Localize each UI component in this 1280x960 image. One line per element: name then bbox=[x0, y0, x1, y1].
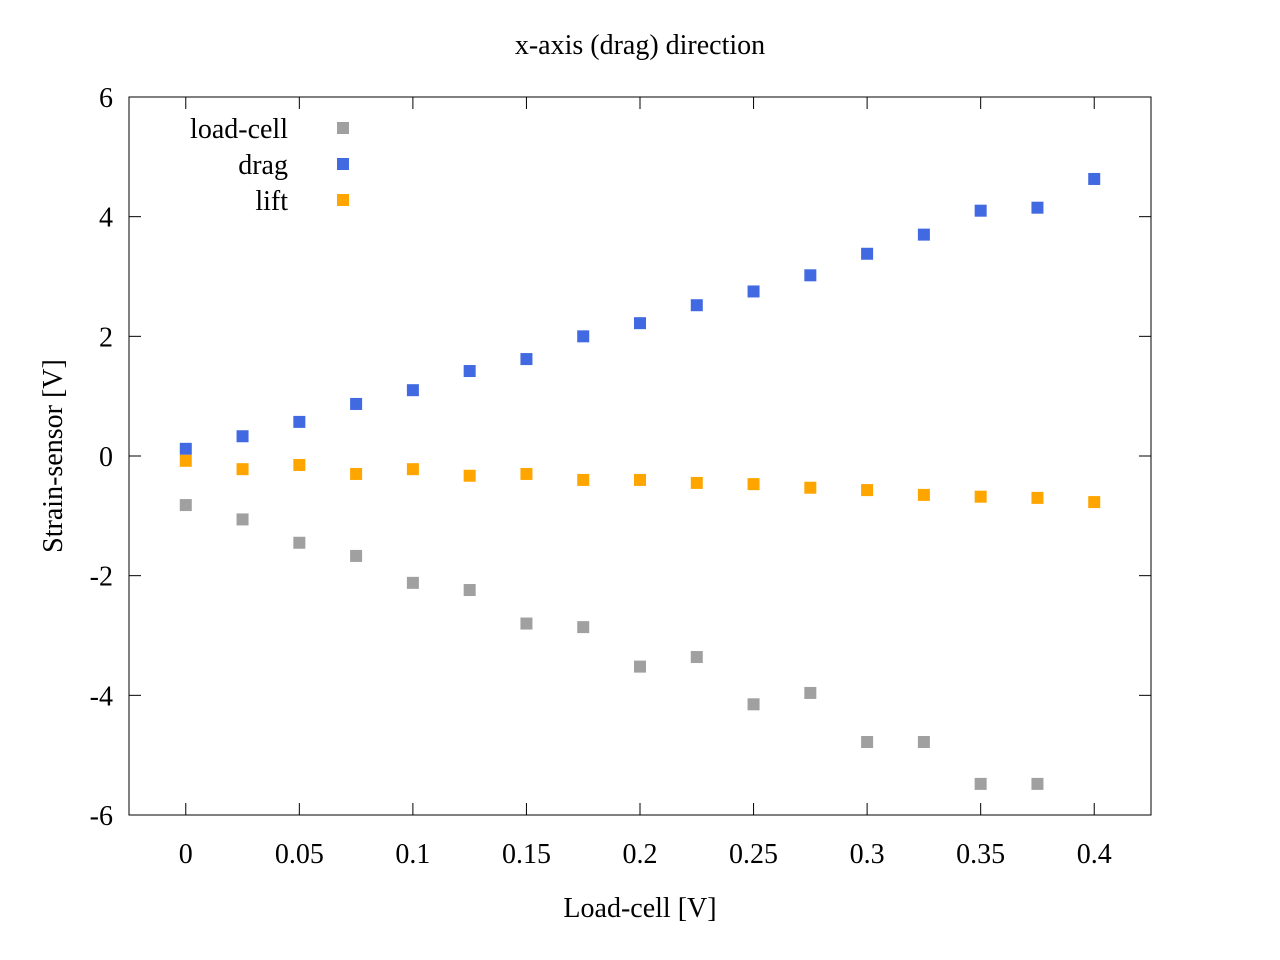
point-drag bbox=[179, 442, 192, 455]
point-drag bbox=[974, 204, 987, 217]
x-tick-label: 0.05 bbox=[275, 839, 324, 870]
point-drag bbox=[350, 397, 363, 410]
point-load-cell bbox=[293, 536, 306, 549]
point-load-cell bbox=[463, 584, 476, 597]
point-lift bbox=[350, 467, 363, 480]
point-lift bbox=[520, 467, 533, 480]
point-load-cell bbox=[1031, 777, 1044, 790]
point-drag bbox=[917, 228, 930, 241]
legend: load-cell drag lift bbox=[190, 114, 349, 217]
y-tick-label: -4 bbox=[90, 681, 113, 712]
point-drag bbox=[1031, 201, 1044, 214]
series-load-cell-points bbox=[179, 499, 1044, 790]
point-load-cell bbox=[520, 617, 533, 630]
x-tick-label: 0.3 bbox=[850, 839, 885, 870]
point-lift bbox=[974, 490, 987, 503]
point-drag bbox=[1088, 172, 1101, 185]
x-tick-label: 0.2 bbox=[623, 839, 658, 870]
point-load-cell bbox=[634, 660, 646, 673]
point-load-cell bbox=[236, 513, 249, 526]
point-load-cell bbox=[747, 698, 760, 711]
point-drag bbox=[861, 247, 874, 260]
point-load-cell bbox=[804, 686, 817, 699]
legend-label-load-cell: load-cell bbox=[190, 114, 288, 145]
y-tick-label: 2 bbox=[99, 322, 113, 353]
series-drag-points bbox=[179, 172, 1101, 455]
point-drag bbox=[236, 430, 249, 443]
point-lift bbox=[179, 454, 192, 467]
point-load-cell bbox=[690, 651, 703, 664]
point-load-cell bbox=[179, 499, 192, 512]
point-load-cell bbox=[406, 576, 419, 589]
point-load-cell bbox=[861, 736, 874, 749]
point-lift bbox=[917, 488, 930, 501]
legend-label-lift: lift bbox=[255, 186, 288, 217]
y-tick-label: -6 bbox=[90, 801, 113, 832]
point-lift bbox=[1031, 491, 1044, 504]
x-tick-label: 0.35 bbox=[956, 839, 1005, 870]
point-load-cell bbox=[974, 777, 987, 790]
point-lift bbox=[1088, 496, 1101, 509]
point-drag bbox=[520, 353, 533, 366]
point-lift bbox=[747, 478, 760, 491]
y-tick-label: 6 bbox=[99, 83, 113, 114]
x-axis-label: Load-cell [V] bbox=[563, 893, 716, 924]
x-tick-label: 0 bbox=[179, 839, 193, 870]
x-axis: 0 0.05 0.1 0.15 0.2 0.25 0.3 0.35 0.4 bbox=[179, 97, 1112, 870]
x-tick-label: 0.4 bbox=[1077, 839, 1112, 870]
x-tick-label: 0.15 bbox=[502, 839, 551, 870]
legend-marker-lift bbox=[337, 194, 349, 206]
point-lift bbox=[236, 463, 249, 476]
point-lift bbox=[804, 481, 817, 494]
y-axis: -6 -4 -2 0 2 4 6 bbox=[90, 83, 1151, 832]
point-drag bbox=[747, 285, 760, 298]
point-lift bbox=[861, 484, 874, 497]
point-lift bbox=[406, 463, 419, 476]
point-lift bbox=[634, 473, 646, 486]
point-drag bbox=[804, 269, 817, 282]
point-load-cell bbox=[350, 549, 363, 562]
legend-label-drag: drag bbox=[238, 150, 288, 181]
legend-marker-load-cell bbox=[337, 122, 349, 134]
point-load-cell bbox=[917, 736, 930, 749]
point-lift bbox=[463, 469, 476, 482]
point-lift bbox=[577, 473, 590, 486]
data-points bbox=[179, 172, 1101, 790]
point-drag bbox=[690, 299, 703, 312]
series-lift-points bbox=[179, 454, 1101, 509]
point-drag bbox=[293, 415, 306, 428]
y-tick-label: -2 bbox=[90, 562, 113, 593]
x-tick-label: 0.1 bbox=[395, 839, 430, 870]
point-drag bbox=[577, 330, 590, 343]
point-lift bbox=[293, 458, 306, 471]
y-tick-label: 4 bbox=[99, 203, 113, 234]
chart-title: x-axis (drag) direction bbox=[515, 30, 765, 61]
point-lift bbox=[690, 476, 703, 489]
point-drag bbox=[463, 365, 476, 378]
point-drag bbox=[406, 384, 419, 397]
y-axis-label: Strain-sensor [V] bbox=[38, 359, 69, 553]
legend-marker-drag bbox=[337, 158, 349, 170]
point-load-cell bbox=[577, 621, 590, 634]
y-tick-label: 0 bbox=[99, 442, 113, 473]
point-drag bbox=[634, 317, 646, 330]
x-tick-label: 0.25 bbox=[729, 839, 778, 870]
